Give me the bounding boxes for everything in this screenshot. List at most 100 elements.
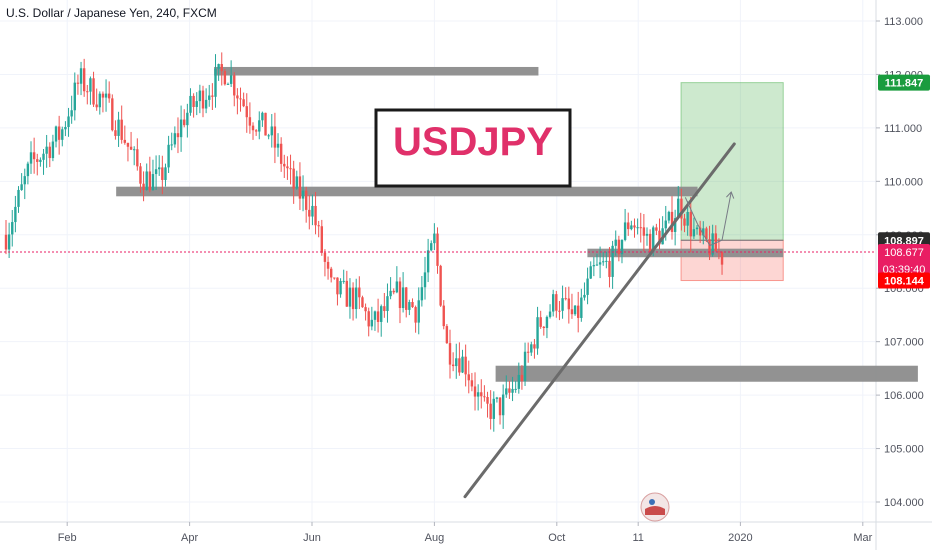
candle-body	[154, 169, 158, 175]
candle-body	[695, 227, 699, 230]
candle-body	[70, 110, 73, 117]
candle-body	[208, 95, 211, 100]
candle-body	[586, 278, 589, 295]
candle-body	[442, 305, 445, 327]
candle-body	[361, 297, 364, 308]
candle-body	[380, 306, 383, 322]
candle-body	[101, 93, 105, 98]
candle-body	[283, 163, 286, 167]
candle-body	[217, 64, 220, 69]
candle-body	[136, 149, 139, 167]
candle-body	[204, 99, 208, 109]
candle-body	[14, 206, 17, 223]
loss-zone[interactable]	[680, 239, 784, 282]
candle-body	[620, 239, 624, 255]
price-axis-tick-label: 106.000	[884, 390, 924, 402]
price-axis-tick-label: 107.000	[884, 337, 924, 349]
candle-body	[611, 245, 614, 277]
candle-body	[648, 233, 652, 253]
candle-body	[692, 229, 696, 237]
candle-body	[164, 167, 167, 180]
candle-body	[351, 287, 355, 310]
candle-body	[555, 294, 558, 311]
candle-body	[67, 116, 70, 127]
candle-body	[123, 139, 127, 143]
time-axis-tick-label: Oct	[548, 532, 565, 544]
price-zone[interactable]	[214, 66, 539, 76]
time-axis[interactable]: Feb Apr Jun Aug Oct 11 2020 Mar	[58, 522, 873, 544]
trendline[interactable]	[463, 142, 736, 499]
candle-body	[95, 104, 98, 108]
candle-body	[401, 287, 405, 309]
candle-body	[270, 126, 273, 136]
candle-body	[464, 356, 467, 375]
candle-body	[458, 358, 461, 373]
candle-body	[342, 280, 345, 282]
candle-body	[79, 68, 83, 84]
candle-body	[86, 91, 89, 93]
candle-body	[680, 198, 683, 219]
candle-body	[264, 112, 267, 136]
candle-body	[132, 149, 136, 151]
candle-body	[567, 298, 571, 310]
candle-body	[530, 344, 533, 353]
candle-body	[64, 126, 67, 130]
candle-body	[276, 143, 280, 148]
candle-body	[702, 228, 705, 236]
candle-body	[677, 198, 680, 219]
candle-body	[473, 386, 477, 397]
candle-body	[245, 106, 248, 118]
candle-body	[376, 311, 380, 322]
candle-body	[448, 343, 452, 365]
candle-body	[254, 130, 258, 132]
candle-body	[242, 99, 245, 107]
profit-zone[interactable]	[680, 82, 784, 241]
candle-body	[583, 294, 586, 298]
candle-body	[389, 290, 392, 297]
candle-body	[145, 171, 148, 191]
price-zone[interactable]	[495, 365, 918, 382]
time-axis-tick-label: Aug	[425, 532, 445, 544]
candle-body	[430, 243, 433, 251]
candle-body	[627, 222, 630, 230]
candle-body	[436, 233, 439, 266]
candle-body	[201, 90, 205, 109]
candle-body	[32, 152, 36, 160]
projection-path[interactable]	[684, 191, 735, 247]
candle-body	[486, 397, 489, 404]
candle-body	[595, 264, 599, 266]
candle-body	[176, 133, 180, 138]
candle-body	[470, 380, 474, 387]
candle-body	[61, 129, 64, 140]
current-price-label: 108.677	[884, 247, 924, 259]
price-axis-tick-label: 111.000	[884, 123, 922, 135]
candle-body	[717, 251, 721, 253]
long-position-tool[interactable]	[680, 82, 784, 282]
candle-body	[114, 130, 117, 136]
price-zone[interactable]	[116, 186, 698, 197]
candle-body	[223, 71, 227, 85]
candle-body	[623, 222, 627, 240]
candle-body	[501, 394, 505, 416]
price-zone[interactable]	[587, 248, 784, 258]
candle-body	[329, 268, 333, 278]
candle-body	[192, 95, 195, 107]
candlestick-series	[4, 52, 724, 432]
candle-body	[345, 280, 349, 307]
candle-body	[602, 261, 605, 263]
projection-arrowhead	[726, 191, 735, 199]
projection-line[interactable]	[684, 191, 732, 247]
candle-body	[467, 374, 470, 381]
symbol-annotation[interactable]: USDJPY	[374, 108, 572, 188]
candle-body	[405, 287, 408, 310]
target-price-badge	[878, 74, 930, 91]
candle-body	[220, 64, 223, 72]
candle-body	[117, 119, 120, 136]
candle-body	[57, 126, 61, 140]
candle-body	[314, 205, 317, 226]
support-resistance-zones[interactable]	[116, 66, 918, 382]
candle-body	[548, 311, 552, 317]
candle-body	[386, 296, 389, 312]
candle-body	[598, 262, 602, 265]
